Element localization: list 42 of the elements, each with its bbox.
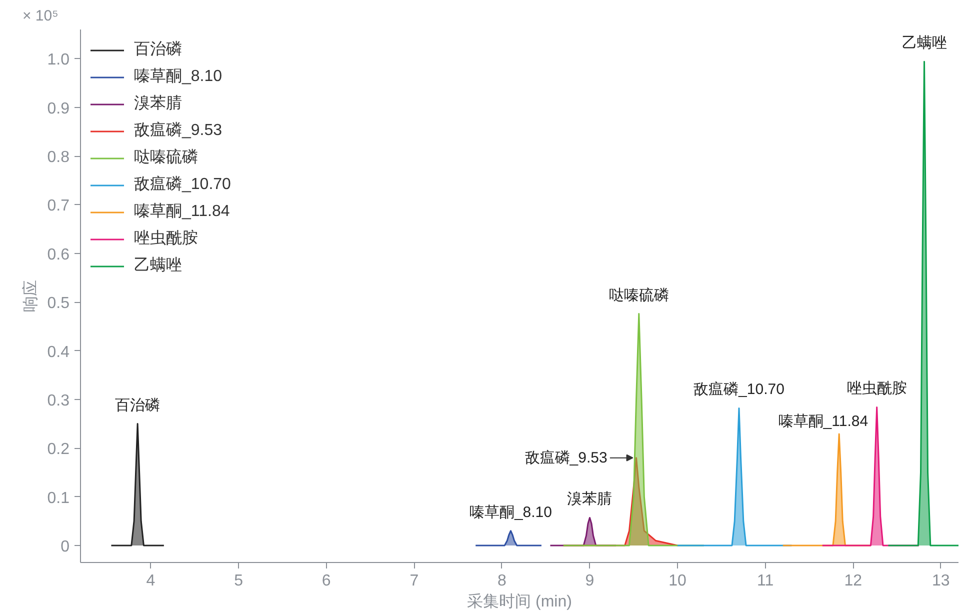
y-tick-label: 0.2 xyxy=(47,441,70,458)
annotation: 乙螨唑 xyxy=(902,34,947,52)
annotation: 敌瘟磷_9.53 xyxy=(524,449,608,466)
x-tick-label: 9 xyxy=(585,572,594,590)
x-tick-label: 8 xyxy=(497,572,506,590)
legend-label: 百治磷 xyxy=(134,40,182,60)
y-tick-label: 0.7 xyxy=(47,198,70,215)
y-tick-label: 0.9 xyxy=(47,100,70,118)
annotation: 溴苯腈 xyxy=(567,490,612,508)
annotation: 敌瘟磷_10.70 xyxy=(694,381,784,398)
legend-label: 哒嗪硫磷 xyxy=(134,148,198,168)
x-tick-label: 5 xyxy=(234,572,244,590)
annotation: 百治磷 xyxy=(115,396,160,414)
y-tick-label: 0.5 xyxy=(47,295,70,312)
y-tick-label: 1.0 xyxy=(47,52,70,69)
y-tick-label: 0.8 xyxy=(47,149,70,166)
y-tick-label: 0.4 xyxy=(47,344,70,361)
y-tick-label: 0.1 xyxy=(47,490,70,507)
legend-label: 嗪草酮_11.84 xyxy=(134,202,230,222)
x-tick-label: 4 xyxy=(146,572,156,590)
annotation: 唑虫酰胺 xyxy=(846,380,907,398)
legend-label: 唑虫酰胺 xyxy=(134,228,198,249)
y-tick-label: 0 xyxy=(60,538,70,556)
y-tick-label: 0.6 xyxy=(47,246,70,264)
x-tick-label: 12 xyxy=(844,572,862,590)
legend-label: 敌瘟磷_10.70 xyxy=(134,174,231,195)
legend-label: 溴苯腈 xyxy=(134,94,182,114)
x-tick-label: 6 xyxy=(322,572,331,590)
annotation: 哒嗪硫磷 xyxy=(608,286,669,304)
annotation: 嗪草酮_8.10 xyxy=(469,504,552,521)
legend-label: 乙螨唑 xyxy=(134,256,182,276)
x-tick-label: 7 xyxy=(410,572,419,590)
legend-label: 敌瘟磷_9.53 xyxy=(134,120,222,141)
text: × 10⁵ xyxy=(22,8,58,24)
y-axis-title: 响应 xyxy=(21,280,40,312)
x-tick-label: 13 xyxy=(932,572,950,590)
x-tick-label: 11 xyxy=(757,572,774,590)
legend-label: 嗪草酮_8.10 xyxy=(134,66,222,87)
x-axis-title: 采集时间 (min) xyxy=(467,592,572,610)
x-tick-label: 10 xyxy=(668,572,687,590)
annotation: 嗪草酮_11.84 xyxy=(778,412,868,430)
y-tick-label: 0.3 xyxy=(47,392,70,410)
